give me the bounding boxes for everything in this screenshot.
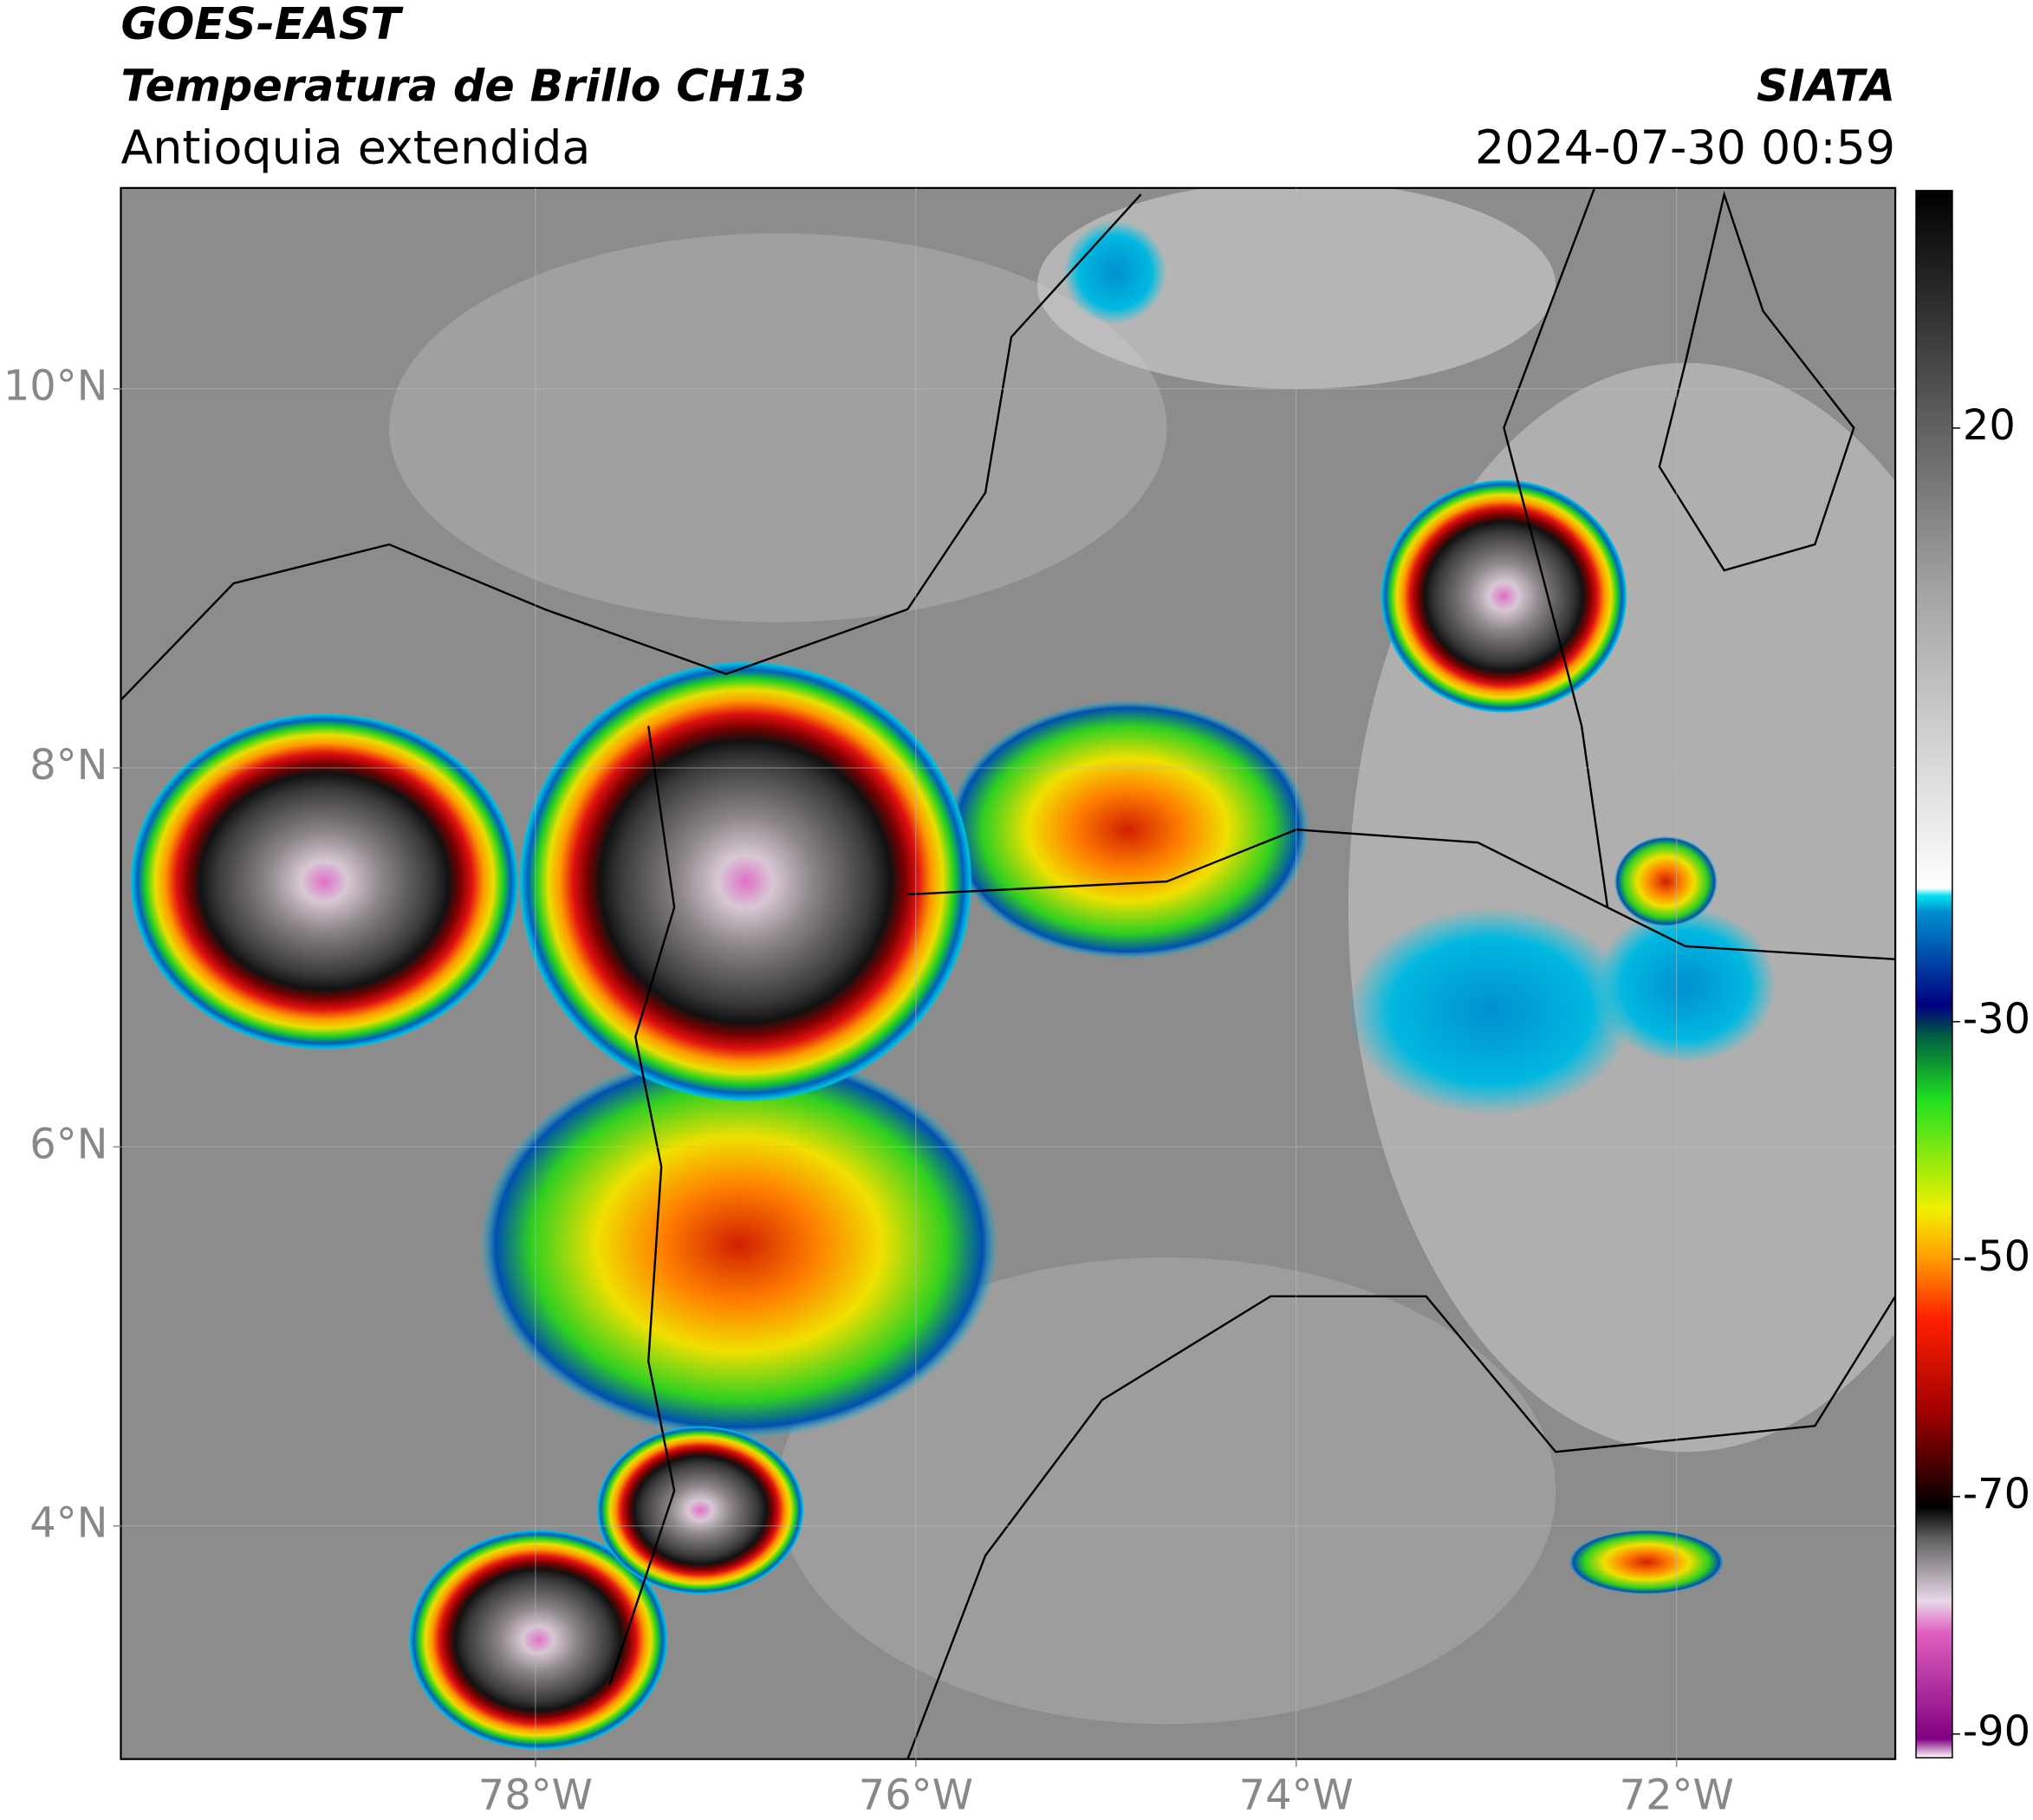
cloud — [1062, 220, 1167, 324]
border — [907, 829, 1896, 961]
x-tick-label: 76°W — [859, 1772, 973, 1820]
cloud — [389, 233, 1167, 622]
title: GOES-EAST — [120, 0, 404, 49]
cloud — [777, 1257, 1556, 1725]
subtitle: Temperatura de Brillo CH13 — [120, 61, 806, 112]
y-tick-label: 4°N — [29, 1500, 107, 1548]
border — [608, 725, 676, 1686]
border — [1658, 190, 1855, 572]
storm — [408, 1529, 668, 1751]
x-tick-label: 72°W — [1620, 1772, 1734, 1820]
y-tick-label: 6°N — [29, 1121, 107, 1168]
source: SIATA — [1757, 61, 1895, 112]
cloud — [1595, 907, 1776, 1063]
colorbar-tick-label: -70 — [1963, 1471, 2030, 1518]
colorbar-tick-label: 20 — [1963, 402, 2016, 450]
storm — [1380, 479, 1627, 713]
map-frame — [120, 186, 1897, 1760]
storm — [129, 712, 519, 1050]
colorbar-tick-label: -30 — [1963, 996, 2030, 1043]
storm — [596, 1426, 804, 1595]
map-area — [120, 187, 1896, 1759]
cloud — [1348, 907, 1634, 1115]
storm — [479, 1050, 999, 1440]
storm — [946, 699, 1310, 959]
storm — [518, 660, 973, 1102]
datetime: 2024-07-30 00:59 — [1475, 120, 1895, 174]
x-tick-label: 78°W — [478, 1772, 593, 1820]
y-tick-label: 8°N — [29, 742, 107, 790]
y-tick-label: 10°N — [3, 363, 108, 411]
colorbar — [1915, 190, 1953, 1758]
border — [906, 1295, 1896, 1759]
x-tick-label: 74°W — [1239, 1772, 1354, 1820]
colorbar-tick-label: -90 — [1963, 1708, 2030, 1756]
border — [1503, 187, 1609, 908]
colorbar-tick-label: -50 — [1963, 1233, 2030, 1281]
storm — [1569, 1529, 1724, 1595]
region: Antioquia extendida — [120, 120, 590, 174]
storm — [1614, 835, 1718, 927]
